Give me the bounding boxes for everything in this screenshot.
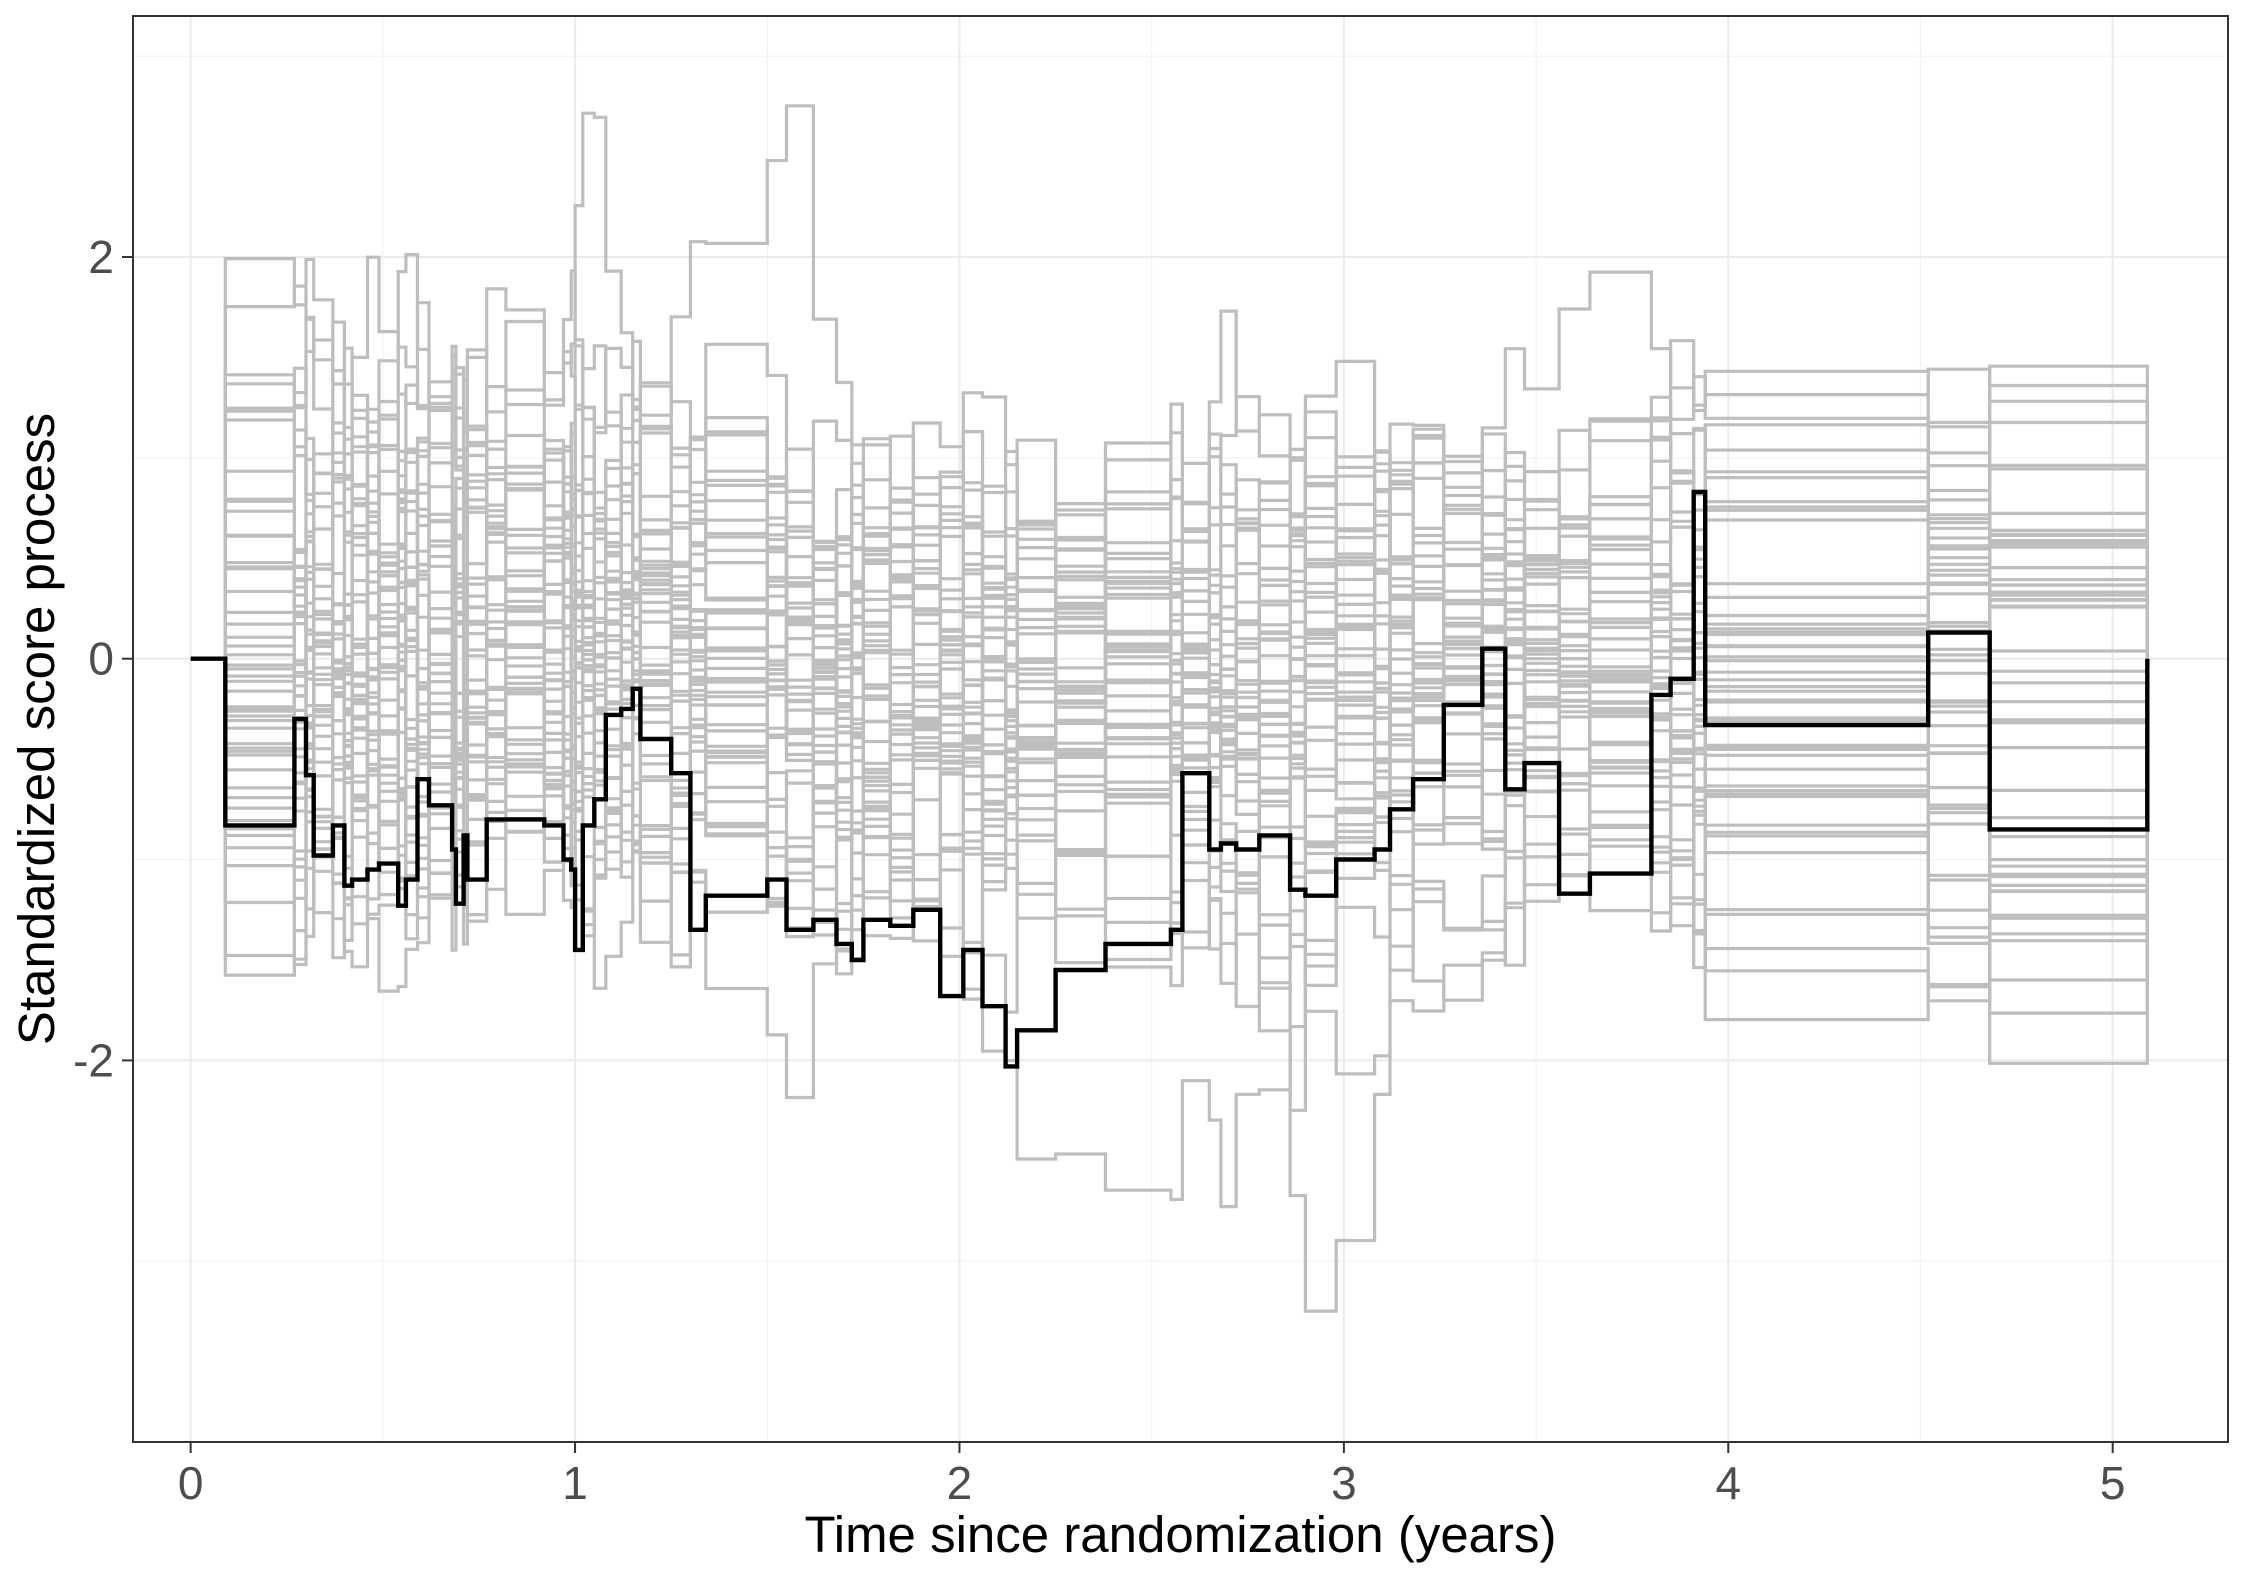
observed-score-path [190,489,2150,1069]
x-tick-label: 2 [947,1457,973,1509]
axis-ticks [122,256,2114,1453]
y-tick-label: 2 [88,231,114,283]
x-tick-label: 0 [178,1457,204,1509]
x-tick-label: 1 [562,1457,588,1509]
y-tick-label: 0 [88,633,114,685]
x-tick-label: 5 [2100,1457,2126,1509]
y-tick-label: -2 [73,1034,114,1086]
panel-border [132,15,2229,1443]
y-axis-title: Standardized score process [8,413,65,1045]
simulated-path [190,399,2149,936]
x-tick-label: 3 [1331,1457,1357,1509]
observed-path [190,489,2150,1069]
tick-labels: 0 1 2 3 4 5 -2 0 2 [73,231,2125,1509]
x-axis-title: Time since randomization (years) [804,1506,1556,1563]
x-tick-label: 4 [1715,1457,1741,1509]
